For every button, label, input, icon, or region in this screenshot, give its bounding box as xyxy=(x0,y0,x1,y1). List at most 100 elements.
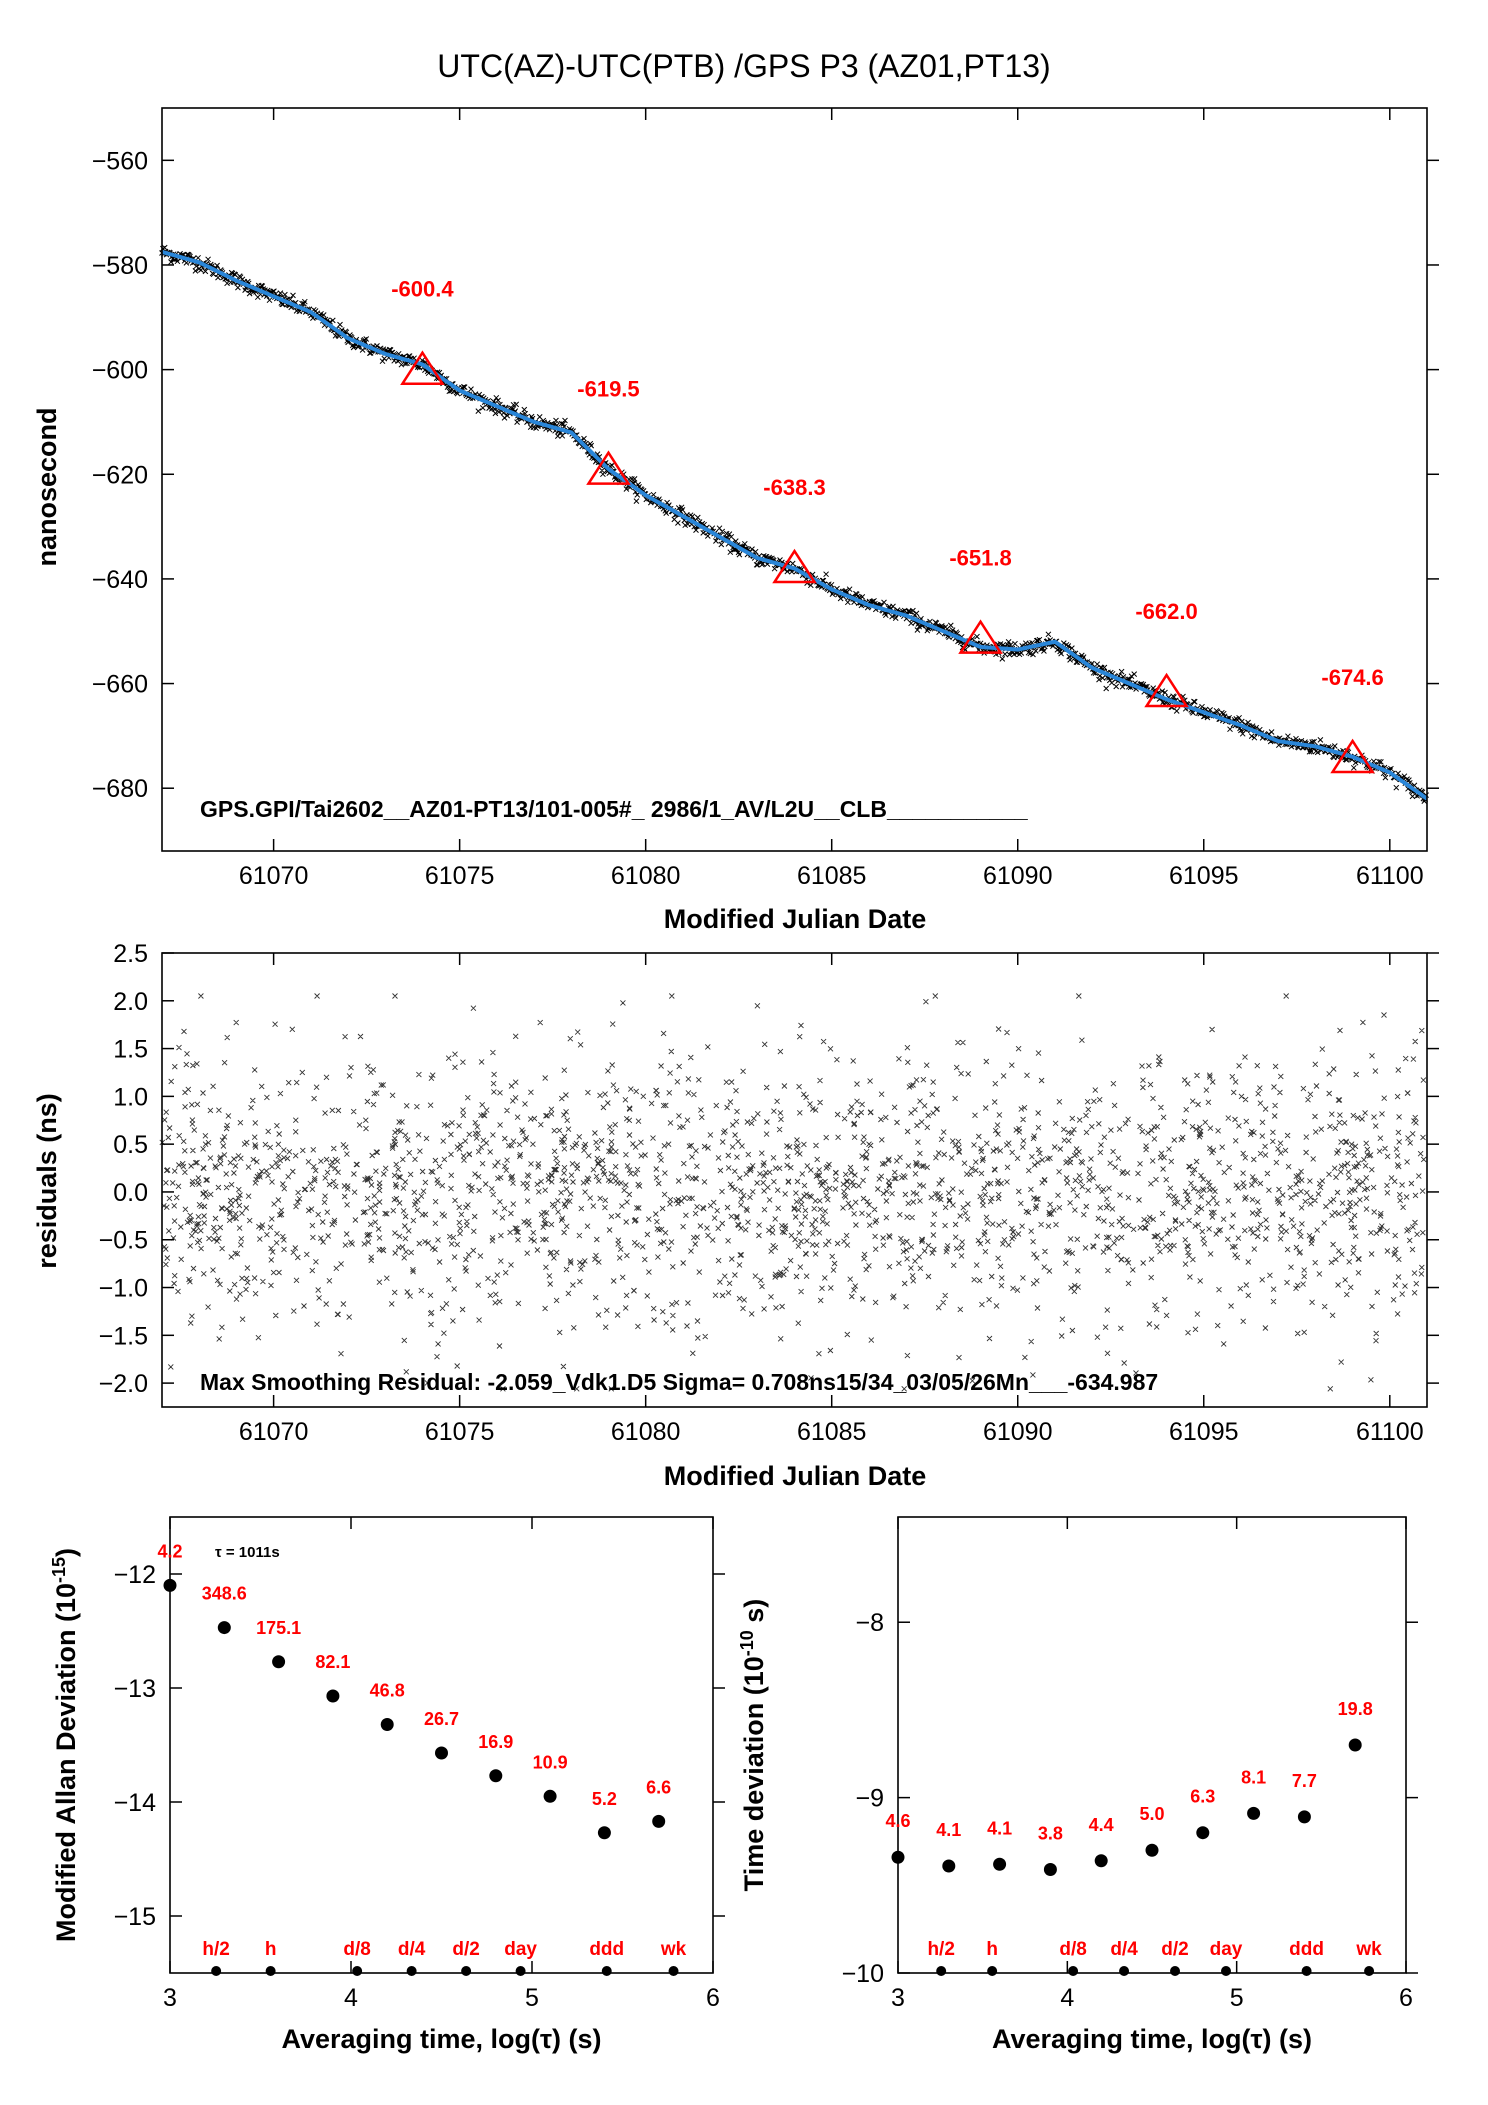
y-tick-label: −620 xyxy=(92,461,148,489)
triangle-marker xyxy=(400,350,445,385)
y-tick-label: −12 xyxy=(114,1561,156,1589)
y-tick-label: −9 xyxy=(855,1785,884,1813)
x-tick-label: 61100 xyxy=(1356,1418,1424,1446)
x-tick-label: 61085 xyxy=(797,862,867,890)
triangle-marker xyxy=(1144,672,1189,708)
deviation-point xyxy=(942,1859,956,1873)
y-tick-label: −580 xyxy=(92,252,148,280)
point-count-label: 82.1 xyxy=(315,1652,350,1672)
deviation-point xyxy=(1043,1863,1057,1877)
x-tick-label: 61075 xyxy=(425,862,495,890)
point-count-label: 6.6 xyxy=(646,1777,671,1797)
smoothing-fit-line xyxy=(161,249,1429,801)
x-axis-label: Averaging time, log(τ) (s) xyxy=(281,2024,601,2054)
triangle-marker xyxy=(958,619,1003,654)
y-tick-label: −600 xyxy=(92,357,148,385)
deviation-point xyxy=(163,1578,177,1592)
y-tick-label: −15 xyxy=(114,1903,156,1931)
y-tick-label: −0.5 xyxy=(99,1227,148,1255)
interval-marker xyxy=(1301,1966,1312,1976)
interval-marker xyxy=(1119,1966,1130,1976)
x-tick-label: 61070 xyxy=(239,1418,309,1446)
point-count-label: 5.2 xyxy=(592,1789,617,1809)
point-count-label: 46.8 xyxy=(370,1680,405,1700)
x-tick-label: 4 xyxy=(1060,1984,1074,2012)
interval-label: day xyxy=(504,1939,537,1960)
plot-frame xyxy=(169,1516,714,1974)
point-count-label: 10.9 xyxy=(533,1752,568,1772)
triangle-marker xyxy=(772,548,817,584)
point-count-label: 4.2 xyxy=(157,1541,182,1561)
x-tick-label: 5 xyxy=(525,1984,539,2012)
point-count-label: 4.1 xyxy=(936,1820,961,1840)
y-axis-label: Modified Allan Deviation (10-15) xyxy=(49,1548,81,1942)
residuals-panel: 61070 61075 61080 61085 61090 61095 61100 2.5 2.… xyxy=(32,940,1439,1491)
x-tick-label: 61090 xyxy=(983,1418,1053,1446)
y-tick-label: −1.5 xyxy=(99,1322,148,1350)
deviation-point xyxy=(1196,1826,1210,1840)
interval-marker xyxy=(406,1966,417,1976)
point-count-label: 26.7 xyxy=(424,1709,459,1729)
plot-frame xyxy=(897,1516,1407,1974)
x-tick-label: 61070 xyxy=(239,862,309,890)
interval-marker xyxy=(352,1966,363,1976)
x-axis-label: Modified Julian Date xyxy=(664,1461,927,1491)
deviation-point xyxy=(1297,1810,1311,1824)
y-tick-label: 1.0 xyxy=(113,1083,148,1111)
triangle-marker xyxy=(1330,738,1375,774)
y-tick-label: −10 xyxy=(842,1960,884,1988)
y-axis-label: Time deviation (10-10 s) xyxy=(737,1599,769,1892)
x-tick-label: 61095 xyxy=(1169,862,1239,890)
y-tick-label: 2.0 xyxy=(113,988,148,1016)
x-tick-label: 61080 xyxy=(611,1418,681,1446)
x-tick-label: 3 xyxy=(891,1984,905,2012)
interval-marker xyxy=(668,1966,679,1976)
interval-marker xyxy=(987,1966,998,1976)
x-tick-label: 6 xyxy=(1399,1984,1413,2012)
y-tick-label: 1.5 xyxy=(113,1036,148,1064)
point-count-label: 4.4 xyxy=(1089,1815,1114,1835)
residual-points xyxy=(159,993,1427,1392)
deviation-point xyxy=(1348,1738,1362,1752)
marker-value-label: -638.3 xyxy=(763,475,825,500)
point-count-label: 19.8 xyxy=(1338,1699,1373,1719)
interval-marker xyxy=(601,1966,612,1976)
point-count-label: 175.1 xyxy=(256,1618,301,1638)
y-axis-label: nanosecond xyxy=(32,407,62,566)
interval-marker xyxy=(1220,1966,1231,1976)
marker-value-label: -662.0 xyxy=(1135,599,1197,624)
deviation-point xyxy=(380,1717,394,1731)
interval-label: d/8 xyxy=(343,1939,370,1960)
point-count-label: 5.0 xyxy=(1139,1804,1164,1824)
residual-annotation: Max Smoothing Residual: -2.059_Vdk1.D5 S… xyxy=(200,1369,1158,1395)
interval-marker xyxy=(515,1966,526,1976)
x-tick-label: 61080 xyxy=(611,862,681,890)
marker-value-label: -651.8 xyxy=(949,546,1011,571)
point-count-label: 348.6 xyxy=(202,1584,247,1604)
interval-label: h xyxy=(986,1939,998,1960)
interval-label: d/4 xyxy=(398,1939,426,1960)
plot-frame xyxy=(161,107,1428,852)
y-tick-label: 0.0 xyxy=(113,1179,148,1207)
x-tick-label: 5 xyxy=(1230,1984,1244,2012)
x-axis-label: Modified Julian Date xyxy=(664,904,927,934)
x-tick-label: 61090 xyxy=(983,862,1053,890)
x-tick-label: 61100 xyxy=(1356,862,1424,890)
y-tick-label: −680 xyxy=(92,775,148,803)
y-tick-label: −13 xyxy=(114,1675,156,1703)
x-tick-label: 61085 xyxy=(797,1418,867,1446)
interval-marker xyxy=(1170,1966,1181,1976)
deviation-point xyxy=(891,1850,905,1864)
interval-label: wk xyxy=(1355,1939,1382,1960)
deviation-point xyxy=(489,1769,503,1783)
interval-marker xyxy=(265,1966,276,1976)
marker-value-label: -619.5 xyxy=(577,377,639,402)
deviation-point xyxy=(217,1621,231,1635)
plot-frame xyxy=(161,952,1428,1408)
interval-marker xyxy=(461,1966,472,1976)
deviation-point xyxy=(993,1857,1007,1871)
chart-title: UTC(AZ)-UTC(PTB) /GPS P3 (AZ01,PT13) xyxy=(437,48,1050,84)
interval-label: d/2 xyxy=(452,1939,479,1960)
x-tick-label: 4 xyxy=(344,1984,358,2012)
